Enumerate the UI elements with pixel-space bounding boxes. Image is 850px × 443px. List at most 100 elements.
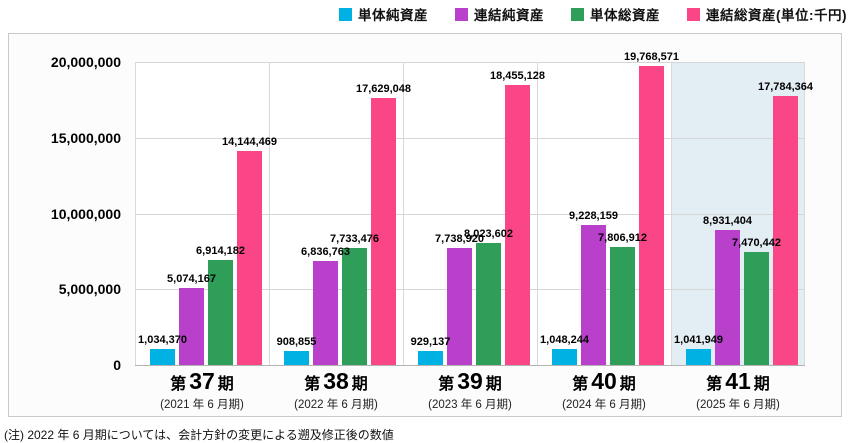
x-label-part: 第 bbox=[572, 376, 589, 393]
bar-value-label: 17,784,364 bbox=[757, 81, 814, 93]
bar-value-label: 6,836,763 bbox=[301, 246, 350, 258]
bar-value-label: 17,629,048 bbox=[355, 83, 412, 95]
x-category-label: 第 39 期 (2023 年 6 月期) bbox=[403, 368, 537, 412]
x-label-part: 41 bbox=[725, 368, 751, 394]
legend: 単体純資産 連結純資産 単体総資産 連結総資産(単位:千円) bbox=[339, 3, 847, 25]
x-category-label: 第 37 期 (2021 年 6 月期) bbox=[135, 368, 269, 412]
bar-value-label: 8,931,404 bbox=[703, 215, 752, 227]
x-label-part: 第 bbox=[438, 376, 455, 393]
x-category-term: 第 39 期 bbox=[403, 368, 537, 398]
bar-value-label: 7,733,476 bbox=[330, 233, 379, 245]
bar-単体総資産 bbox=[342, 248, 367, 365]
bar-連結純資産 bbox=[581, 225, 606, 365]
x-label-part: 40 bbox=[591, 368, 617, 394]
bar-連結総資産 bbox=[371, 98, 396, 365]
v-gridline bbox=[135, 62, 136, 365]
y-tick-label: 5,000,000 bbox=[58, 281, 121, 298]
bar-単体純資産 bbox=[686, 349, 711, 365]
bar-value-label: 7,470,442 bbox=[732, 237, 781, 249]
legend-label: 連結総資産(単位:千円) bbox=[706, 8, 847, 23]
bar-value-label: 8,023,602 bbox=[464, 228, 513, 240]
footnote: (注) 2022 年 6 月期については、会計方針の変更による遡及修正後の数値 bbox=[4, 428, 394, 442]
x-label-part: 38 bbox=[323, 368, 349, 394]
bar-value-label: 19,768,571 bbox=[623, 51, 680, 63]
bar-value-label: 14,144,469 bbox=[221, 136, 278, 148]
legend-swatch-icon bbox=[455, 7, 468, 21]
bar-単体総資産 bbox=[208, 260, 233, 365]
v-gridline bbox=[804, 62, 805, 365]
bar-value-label: 5,074,167 bbox=[167, 273, 216, 285]
legend-swatch-icon bbox=[571, 7, 584, 21]
x-category-term: 第 41 期 bbox=[671, 368, 805, 398]
v-gridline bbox=[269, 62, 270, 365]
x-label-part: 第 bbox=[706, 376, 723, 393]
bar-value-label: 929,137 bbox=[410, 336, 451, 348]
x-category-sublabel: (2023 年 6 月期) bbox=[428, 399, 512, 411]
y-tick-label: 20,000,000 bbox=[50, 54, 121, 70]
legend-item: 連結純資産 bbox=[455, 4, 544, 24]
bar-連結総資産 bbox=[237, 151, 262, 365]
v-gridline bbox=[671, 62, 672, 365]
bar-単体総資産 bbox=[476, 243, 501, 365]
x-category-sublabel: (2024 年 6 月期) bbox=[562, 399, 646, 411]
x-category-sublabel: (2025 年 6 月期) bbox=[696, 399, 780, 411]
x-category-label: 第 40 期 (2024 年 6 月期) bbox=[537, 368, 671, 412]
plot-area: 1,034,370 5,074,167 6,914,182 14,144,469 908… bbox=[135, 51, 813, 366]
x-category-term: 第 37 期 bbox=[135, 368, 269, 398]
bar-単体総資産 bbox=[610, 247, 635, 365]
bar-連結純資産 bbox=[715, 230, 740, 365]
bar-value-label: 6,914,182 bbox=[196, 245, 245, 257]
bar-単体純資産 bbox=[150, 349, 175, 365]
bar-value-label: 1,034,370 bbox=[138, 334, 187, 346]
x-label-part: 期 bbox=[217, 376, 234, 393]
bar-連結総資産 bbox=[639, 66, 664, 365]
bar-value-label: 908,855 bbox=[276, 336, 317, 348]
legend-item: 連結総資産(単位:千円) bbox=[687, 4, 847, 24]
x-label-part: 期 bbox=[351, 376, 368, 393]
legend-label: 連結純資産 bbox=[474, 8, 544, 23]
x-category-term: 第 40 期 bbox=[537, 368, 671, 398]
h-gridline bbox=[135, 214, 805, 215]
bar-連結純資産 bbox=[313, 261, 338, 365]
chart-panel: 0 5,000,000 10,000,000 15,000,000 20,000,000… bbox=[8, 33, 842, 417]
bar-単体純資産 bbox=[284, 351, 309, 365]
x-label-part: 期 bbox=[619, 376, 636, 393]
v-gridline bbox=[537, 62, 538, 365]
x-category-sublabel: (2021 年 6 月期) bbox=[160, 399, 244, 411]
x-label-part: 第 bbox=[170, 376, 187, 393]
bar-value-label: 7,738,920 bbox=[435, 233, 484, 245]
legend-swatch-icon bbox=[339, 7, 352, 21]
bar-連結純資産 bbox=[179, 288, 204, 365]
bar-value-label: 1,048,244 bbox=[540, 334, 589, 346]
x-label-part: 第 bbox=[304, 376, 321, 393]
legend-label: 単体純資産 bbox=[358, 8, 428, 23]
x-category-term: 第 38 期 bbox=[269, 368, 403, 398]
bar-value-label: 9,228,159 bbox=[569, 210, 618, 222]
v-gridline bbox=[403, 62, 404, 365]
bar-value-label: 1,041,949 bbox=[674, 334, 723, 346]
legend-item: 単体純資産 bbox=[339, 4, 428, 24]
bar-value-label: 18,455,128 bbox=[489, 70, 546, 82]
bar-連結総資産 bbox=[773, 96, 798, 365]
x-category-label: 第 38 期 (2022 年 6 月期) bbox=[269, 368, 403, 412]
bar-value-label: 7,806,912 bbox=[598, 232, 647, 244]
x-label-part: 期 bbox=[485, 376, 502, 393]
y-tick-label: 0 bbox=[113, 357, 121, 373]
h-gridline bbox=[135, 138, 805, 139]
bar-単体純資産 bbox=[552, 349, 577, 365]
bar-連結総資産 bbox=[505, 85, 530, 365]
bar-単体総資産 bbox=[744, 252, 769, 365]
legend-item: 単体総資産 bbox=[571, 4, 660, 24]
bar-連結純資産 bbox=[447, 248, 472, 365]
y-tick-label: 10,000,000 bbox=[50, 205, 121, 222]
x-category-sublabel: (2022 年 6 月期) bbox=[294, 399, 378, 411]
h-gridline bbox=[135, 62, 805, 63]
x-category-label: 第 41 期 (2025 年 6 月期) bbox=[671, 368, 805, 412]
legend-swatch-icon bbox=[687, 7, 700, 21]
x-label-part: 37 bbox=[189, 368, 215, 394]
x-label-part: 期 bbox=[753, 376, 770, 393]
y-tick-label: 15,000,000 bbox=[50, 129, 121, 146]
bar-単体純資産 bbox=[418, 351, 443, 365]
x-label-part: 39 bbox=[457, 368, 483, 394]
